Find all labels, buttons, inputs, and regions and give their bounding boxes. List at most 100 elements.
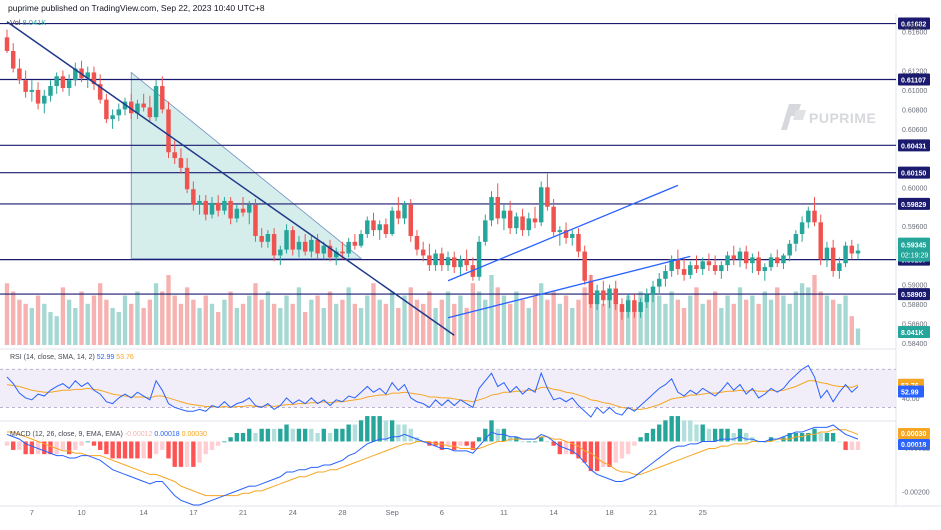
volume-bar: [60, 287, 66, 345]
volume-bar: [365, 295, 370, 345]
volume-bar: [315, 295, 320, 345]
candle-body: [793, 234, 799, 244]
volume-bar: [551, 291, 556, 345]
volume-bar: [787, 303, 792, 345]
candle-body: [222, 200, 227, 211]
volume-bar: [222, 299, 227, 345]
volume-legend-label: Vol: [10, 18, 21, 27]
candle-body: [806, 210, 811, 223]
time-tick-label: 21: [239, 508, 247, 517]
candle-body: [116, 109, 122, 116]
rsi-sma-line: [6, 380, 859, 410]
time-tick-label: 6: [440, 508, 444, 517]
macd-signal-line: [7, 429, 859, 497]
macd-histogram-bar: [29, 441, 35, 455]
candle-body: [321, 245, 327, 254]
candle-body: [700, 261, 705, 270]
macd-histogram-bar: [160, 441, 165, 450]
level-label-text: 0.58903: [901, 292, 926, 299]
candle-body: [234, 208, 240, 219]
macd-histogram-bar: [60, 441, 66, 450]
macd-histogram-bar: [340, 428, 345, 442]
candle-body: [389, 210, 395, 235]
time-tick-label: 17: [189, 508, 197, 517]
time-tick-label: 14: [549, 508, 557, 517]
candle-body: [507, 210, 513, 229]
macd-value-badge-text: 0.00018: [901, 442, 926, 449]
volume-bar: [855, 328, 861, 345]
macd-histogram-bar: [4, 441, 10, 446]
rsi-value-badge: [898, 385, 924, 398]
candle-body: [215, 202, 221, 211]
rsi-legend-label: RSI (14, close, SMA, 14, 2): [10, 354, 97, 361]
macd-signal-badge-text: 0.00030: [901, 431, 926, 438]
volume-bar: [284, 295, 289, 345]
macd-histogram-bar: [315, 433, 320, 442]
candle-body: [594, 290, 600, 305]
volume-bar: [452, 303, 457, 345]
volume-bar: [576, 299, 581, 345]
time-tick-label: 28: [338, 508, 346, 517]
macd-histogram-bar: [495, 428, 500, 442]
volume-bar: [153, 283, 159, 345]
volume-bar: [302, 312, 308, 345]
time-tick-label: 14: [139, 508, 147, 517]
volume-bar: [681, 307, 687, 345]
candle-body: [265, 234, 271, 242]
candle-body: [464, 259, 469, 266]
candle-body: [551, 206, 556, 233]
candle-body: [768, 257, 774, 268]
candle-body: [501, 210, 507, 219]
macd-histogram-bar: [719, 428, 724, 442]
volume-bar: [514, 291, 519, 345]
candles: [4, 29, 861, 320]
candle-body: [445, 257, 451, 266]
macd-histogram-bar: [644, 433, 649, 442]
volume-bar: [601, 303, 606, 345]
volume-bar: [346, 287, 351, 345]
macd-histogram-bar: [240, 433, 246, 442]
volume-bar: [166, 275, 171, 345]
candle-body: [694, 265, 699, 270]
candle-body: [439, 253, 445, 266]
macd-histogram-bar: [824, 433, 830, 442]
candle-body: [781, 255, 786, 264]
macd-line: [6, 424, 859, 506]
volume-bar: [17, 299, 22, 345]
price-tick-label: 0.60600: [902, 127, 927, 134]
candle-body: [135, 103, 140, 114]
candle-body: [520, 216, 525, 231]
volume-bar: [669, 291, 674, 345]
candle-body: [725, 255, 730, 266]
macd-histogram-bar: [23, 441, 28, 455]
price-tick-label: 0.59600: [902, 224, 927, 231]
candle-body: [284, 230, 289, 250]
candle-body: [483, 220, 488, 242]
macd-histogram-bar: [352, 424, 358, 442]
candle-body: [396, 210, 401, 219]
candle-body: [712, 265, 718, 272]
macd-histogram-bar: [849, 441, 854, 450]
macd-histogram-bar: [172, 441, 177, 467]
volume-bar: [712, 291, 718, 345]
volume-bar: [607, 295, 612, 345]
downtrend-line: [6, 21, 455, 336]
rsi-band: [0, 369, 896, 408]
macd-histogram-bar: [818, 433, 823, 442]
volume-bar: [383, 303, 389, 345]
volume-bar: [122, 295, 128, 345]
candle-body: [160, 86, 165, 110]
macd-histogram-bar: [365, 416, 370, 442]
macd-histogram-bar: [557, 441, 563, 455]
macd-histogram-bar: [545, 441, 550, 443]
candle-body: [706, 261, 712, 266]
time-tick-label: 18: [605, 508, 613, 517]
volume-bar: [191, 299, 196, 345]
candle-body: [122, 101, 128, 110]
macd-histogram-bar: [613, 441, 618, 463]
volume-bar: [495, 287, 500, 345]
volume-bar: [625, 295, 631, 345]
macd-histogram-bar: [650, 428, 656, 442]
candle-body: [29, 89, 35, 92]
